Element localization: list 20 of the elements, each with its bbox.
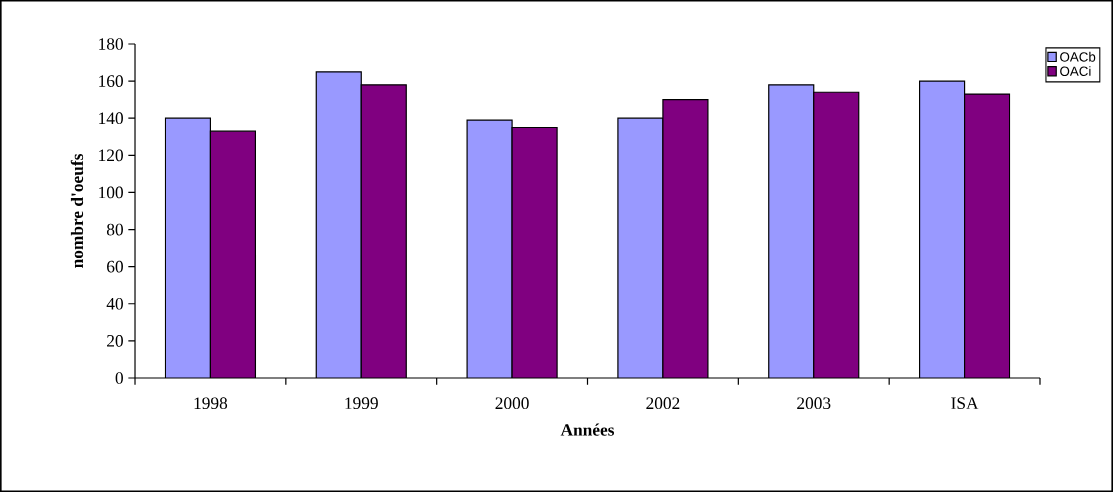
x-tick-label: 2000 xyxy=(495,397,529,410)
y-tick-label: 80 xyxy=(106,223,123,236)
y-tick-label: 180 xyxy=(99,38,123,50)
y-axis-title: nombre d'oeufs xyxy=(70,154,84,268)
y-tick-label: 20 xyxy=(107,335,123,347)
legend-label: OACi xyxy=(1060,66,1091,76)
x-axis-title: Années xyxy=(560,423,615,436)
y-tick-label: 60 xyxy=(107,260,123,273)
legend-label: OACb xyxy=(1060,51,1096,62)
y-tick-label: 40 xyxy=(106,297,123,310)
x-tick-label: 1999 xyxy=(345,397,378,410)
x-tick-label: 1998 xyxy=(194,397,228,410)
x-tick-label: ISA xyxy=(951,397,979,410)
x-tick-label: 2002 xyxy=(646,397,680,410)
y-tick-label: 140 xyxy=(99,112,123,125)
y-tick-label: 120 xyxy=(99,149,123,162)
y-tick-label: 100 xyxy=(99,186,123,199)
y-tick-label: 0 xyxy=(115,372,123,384)
x-tick-label: 2003 xyxy=(797,397,831,410)
y-tick-label: 160 xyxy=(99,75,123,87)
